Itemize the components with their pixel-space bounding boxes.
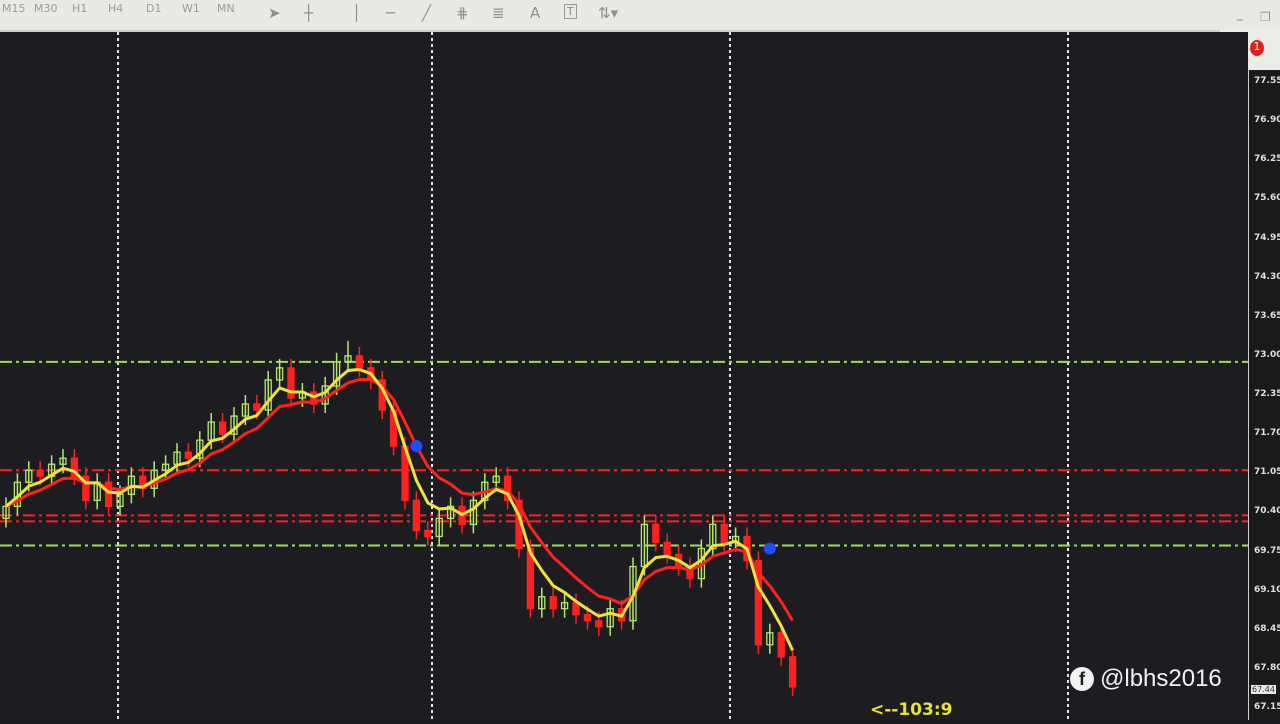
signal-arrow-icon xyxy=(763,542,776,555)
watermark: f @lbhs2016 xyxy=(1070,665,1222,693)
candle-body xyxy=(82,475,90,501)
candle-body xyxy=(264,379,272,411)
candle-body xyxy=(25,469,33,483)
candle-body xyxy=(549,595,557,610)
price-tick-label: 75.60 xyxy=(1254,193,1280,204)
chart-area[interactable] xyxy=(0,32,1248,720)
candle-body xyxy=(766,632,774,646)
candle-body xyxy=(538,595,546,610)
candle-body xyxy=(606,608,614,628)
candle-timer: <--103:9 xyxy=(870,700,953,720)
price-tick-label: 72.35 xyxy=(1254,389,1280,399)
candle-body xyxy=(469,499,478,526)
candle-body xyxy=(424,529,432,538)
price-axis: 77.55 76.90 76.25 75.60 74.95 74.30 73.65 73.00… xyxy=(1248,70,1280,720)
candle-body xyxy=(503,475,512,501)
price-tick-label: 73.00 xyxy=(1254,349,1280,360)
candle-body xyxy=(70,457,79,477)
price-tick-label: 67.15 xyxy=(1254,702,1280,712)
restore-icon[interactable]: ❐ xyxy=(1260,10,1271,24)
horizontal-line-icon[interactable]: ─ xyxy=(386,4,396,22)
price-tick-label: 70.40 xyxy=(1254,506,1280,517)
candlestick-chart xyxy=(0,32,1248,720)
trendline-icon[interactable]: ╱ xyxy=(422,4,432,22)
price-tick-label: 69.75 xyxy=(1254,545,1280,556)
price-tick-label: 74.95 xyxy=(1254,232,1280,243)
candle-body xyxy=(663,541,671,556)
minimize-icon[interactable]: – xyxy=(1236,10,1244,28)
timeframe-h4[interactable]: H4 xyxy=(108,2,124,15)
price-tick-label: 76.90 xyxy=(1254,115,1280,126)
candle-body xyxy=(36,469,44,477)
candle-body xyxy=(720,523,728,544)
timeframe-w1[interactable]: W1 xyxy=(182,2,200,15)
cursor-icon[interactable]: ➤ xyxy=(268,4,281,22)
candle-body xyxy=(253,403,261,411)
price-tick-label: 69.10 xyxy=(1254,584,1280,595)
notification-badge[interactable]: 1 xyxy=(1250,40,1264,56)
facebook-icon: f xyxy=(1070,667,1094,691)
fibonacci-retracement-icon[interactable]: ≣ xyxy=(492,4,505,22)
price-tick-label: 76.25 xyxy=(1254,154,1280,165)
candle-body xyxy=(777,632,785,658)
candle-body xyxy=(104,481,113,508)
candle-body xyxy=(287,367,295,399)
candle-body xyxy=(754,559,763,646)
candle-body xyxy=(59,457,67,465)
arrows-icon[interactable]: ⇅▾ xyxy=(598,4,619,22)
candle-body xyxy=(435,517,443,538)
moving-average-slow xyxy=(5,378,794,622)
candle-body xyxy=(184,451,193,459)
candle-body xyxy=(332,361,341,387)
candle-body xyxy=(446,505,455,520)
toolbar: M15 M30 H1 H4 D1 W1 MN ➤ ┼ │ ─ ╱ ⋕ ≣ A T… xyxy=(0,0,1280,32)
price-tick-label: 74.30 xyxy=(1254,271,1280,282)
price-tick-label: 67.80 xyxy=(1254,662,1280,673)
timeframe-m15[interactable]: M15 xyxy=(2,2,26,15)
candle-body xyxy=(241,403,250,417)
crosshair-icon[interactable]: ┼ xyxy=(304,4,314,22)
candle-body xyxy=(709,523,717,550)
candle-body xyxy=(355,355,364,369)
candle-body xyxy=(218,421,227,435)
timeframe-h1[interactable]: H1 xyxy=(72,2,88,15)
candle-body xyxy=(344,355,352,363)
timeframe-d1[interactable]: D1 xyxy=(146,2,162,15)
price-tick-label: 71.05 xyxy=(1254,467,1280,478)
text-label-icon[interactable]: T xyxy=(564,4,577,19)
moving-average-fast xyxy=(5,367,794,652)
candle-body xyxy=(275,367,284,381)
candle-body xyxy=(595,620,603,628)
text-icon[interactable]: A xyxy=(530,4,541,22)
fibonacci-fan-icon[interactable]: ⋕ xyxy=(456,4,469,22)
price-tick-label: 68.45 xyxy=(1254,623,1280,634)
timeframe-mn[interactable]: MN xyxy=(217,2,235,15)
vertical-line-icon[interactable]: │ xyxy=(352,4,362,22)
candle-body xyxy=(161,463,170,471)
price-tick-label: 73.65 xyxy=(1254,310,1280,321)
current-price-label: 67.44 xyxy=(1251,684,1276,694)
candle-body xyxy=(788,656,797,688)
price-tick-label: 71.70 xyxy=(1254,428,1280,439)
candle-body xyxy=(492,475,500,483)
watermark-text: @lbhs2016 xyxy=(1100,665,1222,692)
candle-body xyxy=(652,523,660,544)
signal-arrow-icon xyxy=(410,440,423,453)
price-tick-label: 77.55 xyxy=(1254,76,1280,86)
timeframe-m30[interactable]: M30 xyxy=(34,2,58,15)
candle-body xyxy=(560,602,569,610)
candle-body xyxy=(583,614,592,622)
candle-body xyxy=(412,499,421,532)
